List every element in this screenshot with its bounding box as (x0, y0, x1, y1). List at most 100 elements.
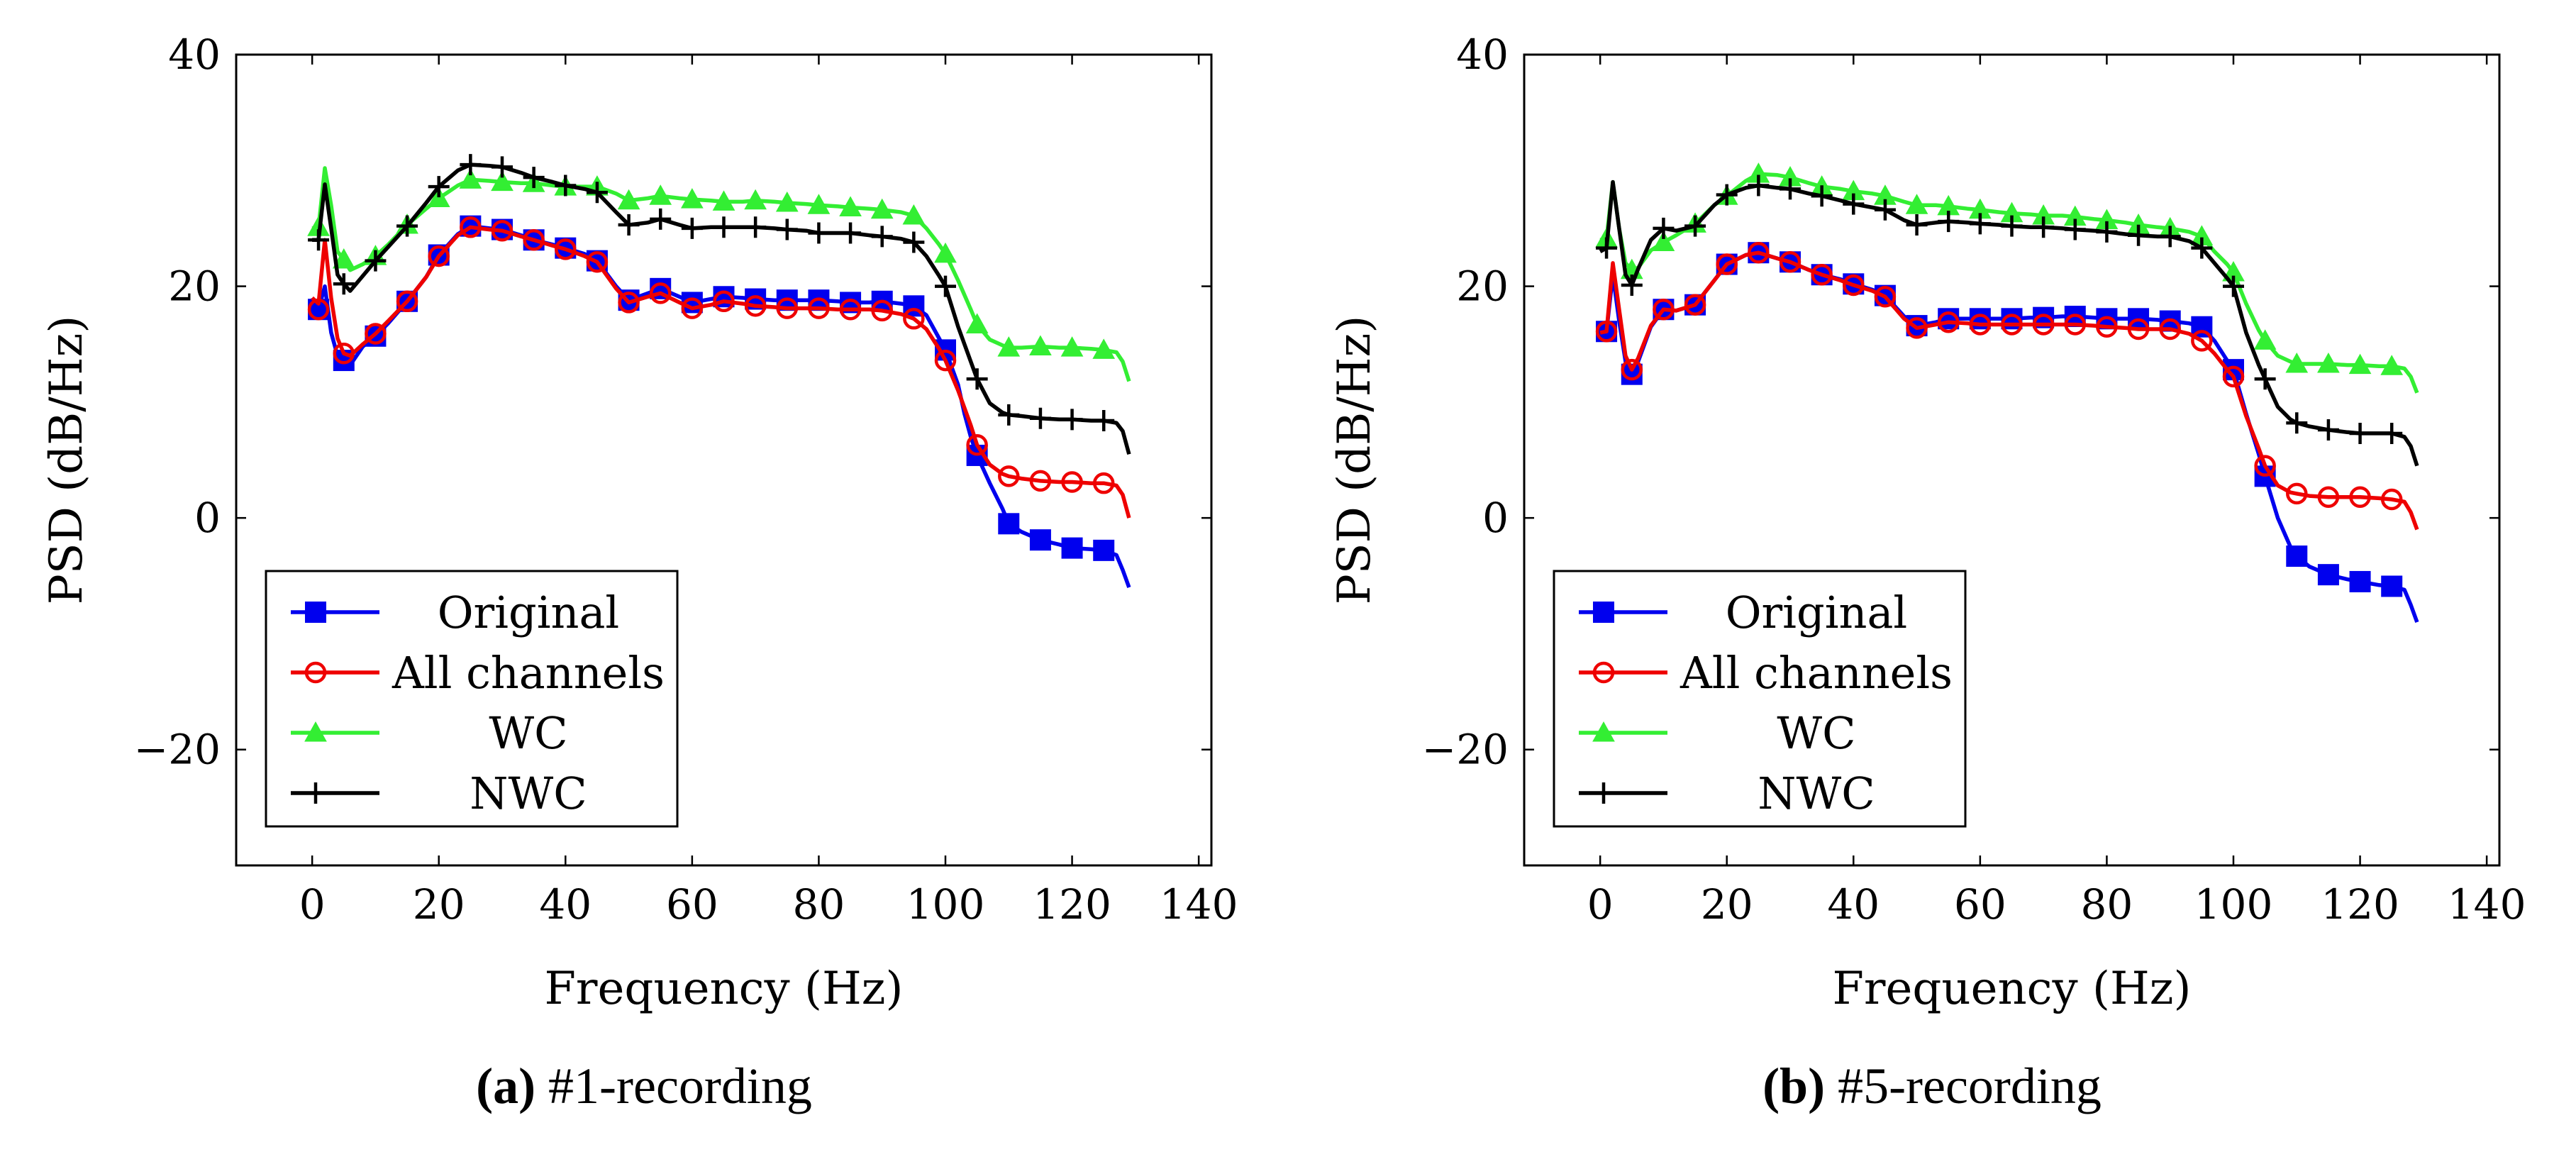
data-point (428, 245, 450, 267)
data-point (649, 184, 672, 205)
data-point (2286, 412, 2308, 434)
data-point (307, 298, 330, 321)
legend-label: Original (438, 587, 620, 638)
data-point (333, 343, 355, 365)
psd-chart-b: 0 20 40 60 80 100 120 140 −20 0 20 40 Frequency (Hz)… (1328, 31, 2526, 1015)
data-point (308, 229, 330, 251)
data-point (2253, 329, 2277, 350)
data-point (2064, 314, 2087, 336)
legend-marker (1592, 721, 1615, 742)
legend-marker (304, 661, 327, 684)
data-point (2001, 314, 2023, 336)
legend-entry-wc: WC (291, 707, 568, 759)
y-tick-label: −20 (134, 726, 221, 774)
data-point (1621, 274, 1643, 296)
data-point (1061, 471, 1083, 493)
data-point (1092, 472, 1115, 494)
data-point (460, 154, 482, 176)
data-point (1684, 215, 1706, 237)
data-point (744, 189, 767, 210)
legend-label: All channels (1680, 647, 1953, 699)
data-point (649, 282, 672, 304)
data-point (555, 238, 577, 260)
data-point (1653, 298, 1675, 321)
x-tick-label: 120 (1033, 880, 1111, 929)
data-point (1029, 529, 1051, 551)
data-point (998, 513, 1020, 535)
data-point (1843, 193, 1865, 215)
data-point (1906, 317, 1928, 339)
data-point (1596, 237, 1618, 259)
data-point (1937, 311, 1960, 333)
data-point (396, 215, 418, 237)
data-point (1843, 274, 1865, 297)
data-point (1969, 213, 1991, 235)
legend-marker (305, 782, 326, 804)
data-point (808, 297, 830, 319)
data-point (2286, 545, 2308, 567)
data-point (2317, 486, 2340, 509)
x-tick-label: 0 (299, 880, 326, 929)
data-point (871, 226, 893, 248)
data-point (1906, 214, 1928, 236)
legend-marker (1593, 782, 1614, 804)
data-point (2191, 237, 2213, 259)
data-point (555, 175, 577, 196)
data-point (2032, 314, 2055, 336)
data-point (839, 298, 862, 321)
caption-a-text: #1-recording (548, 1058, 812, 1114)
data-point (966, 368, 988, 390)
data-point (333, 273, 355, 295)
data-point (491, 170, 513, 192)
series-nwc (308, 154, 1131, 455)
data-point (365, 323, 387, 345)
data-point (2128, 308, 2150, 330)
legend-entry-all-channels: All channels (291, 647, 665, 699)
data-point (871, 299, 893, 322)
data-point (808, 222, 830, 244)
data-point (903, 231, 925, 253)
data-point (1748, 175, 1770, 196)
data-point (1969, 314, 1992, 336)
caption-b-text: #5-recording (1838, 1058, 2102, 1114)
data-point (1029, 335, 1052, 355)
legend-entry-wc: WC (1579, 707, 1856, 759)
series-all-channels (307, 216, 1131, 519)
data-point (1595, 321, 1618, 343)
data-point (1748, 241, 1770, 264)
data-point (2380, 488, 2403, 511)
data-point (1093, 539, 1115, 561)
data-point (2254, 455, 2276, 477)
data-point (2285, 352, 2309, 373)
data-point (650, 208, 672, 230)
data-point (1061, 537, 1083, 559)
data-point (712, 190, 735, 211)
caption-b-letter: (b) (1762, 1058, 1826, 1114)
data-point (1060, 336, 1084, 357)
data-point (1684, 294, 1706, 316)
data-point (365, 250, 387, 272)
legend-label: WC (489, 707, 567, 759)
panel-a: 0 20 40 60 80 100 120 140 −20 0 20 40 Frequency (Hz)… (0, 31, 1288, 1116)
y-axis-label: PSD (dB/Hz) (1328, 316, 1381, 605)
data-point (713, 290, 735, 313)
x-tick-label: 80 (2081, 880, 2133, 929)
data-point (1061, 409, 1083, 431)
data-point (934, 349, 957, 372)
data-point (1652, 231, 1675, 252)
data-point (1874, 199, 1896, 221)
legend-marker (305, 602, 326, 623)
data-point (1938, 211, 1960, 233)
x-tick-label: 20 (413, 880, 465, 929)
data-point (840, 222, 862, 244)
legend-marker (1593, 602, 1614, 623)
data-point (1653, 217, 1675, 239)
data-point (2128, 224, 2150, 246)
caption-a: (a) #1-recording (0, 1057, 1288, 1116)
data-point (618, 214, 640, 236)
x-axis-label: Frequency (Hz) (545, 963, 904, 1015)
data-point (902, 204, 926, 225)
data-point (2191, 316, 2213, 338)
data-point (2286, 482, 2308, 505)
data-point (2096, 221, 2118, 243)
